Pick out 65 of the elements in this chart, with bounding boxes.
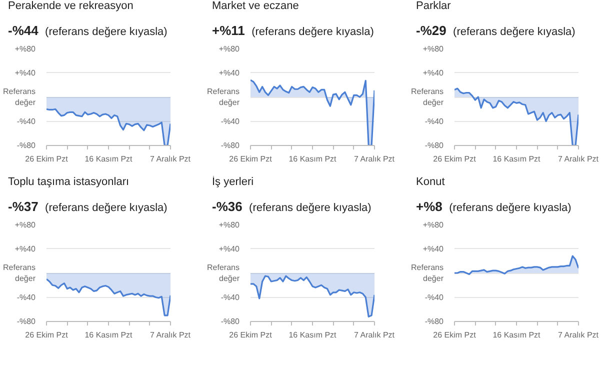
x-tick-label: 7 Aralık Pzt bbox=[558, 330, 600, 340]
chart-title: Market ve eczane bbox=[212, 0, 300, 13]
x-tick-label: 26 Ekim Pzt bbox=[229, 154, 273, 164]
x-tick-label: 16 Kasım Pzt bbox=[492, 330, 542, 340]
y-tick-label: -%80 bbox=[424, 141, 444, 150]
x-tick-label: 26 Ekim Pzt bbox=[229, 330, 273, 340]
x-tick-label: 7 Aralık Pzt bbox=[150, 154, 192, 164]
x-tick-label: 16 Kasım Pzt bbox=[492, 154, 542, 164]
y-tick-label: Referans değer bbox=[411, 87, 444, 107]
chart-subtitle: -%37 bbox=[8, 199, 38, 214]
y-tick-label: +%80 bbox=[14, 44, 36, 54]
y-tick-label: -%40 bbox=[220, 116, 240, 126]
y-tick-label: +%40 bbox=[422, 68, 444, 78]
text: (referans değere kıyasla) bbox=[45, 202, 168, 214]
chart-title: Perakende ve rekreasyon bbox=[8, 0, 134, 13]
y-tick-label: +%80 bbox=[422, 44, 444, 54]
y-tick-label: +%40 bbox=[218, 68, 240, 78]
chart-title: Toplu taşıma istasyonları bbox=[8, 176, 130, 189]
text: (referans değere kıyasla) bbox=[449, 202, 572, 214]
y-tick-label: +%80 bbox=[422, 220, 444, 230]
x-tick-label: 26 Ekim Pzt bbox=[433, 330, 477, 340]
x-tick-label: 7 Aralık Pzt bbox=[354, 154, 396, 164]
x-tick-label: 7 Aralık Pzt bbox=[558, 154, 600, 164]
chart-subtitle: +%8 bbox=[416, 199, 442, 214]
text: (referans değere kıyasla) bbox=[249, 202, 372, 214]
chart-title: Konut bbox=[416, 176, 446, 189]
x-tick-label: 16 Kasım Pzt bbox=[84, 154, 134, 164]
y-tick-label: +%40 bbox=[14, 244, 36, 254]
y-tick-label: Referans değer bbox=[207, 263, 240, 283]
y-tick-label: +%80 bbox=[218, 44, 240, 54]
x-tick-label: 26 Ekim Pzt bbox=[25, 154, 69, 164]
text: (referans değere kıyasla) bbox=[252, 26, 374, 38]
x-tick-label: 26 Ekim Pzt bbox=[25, 330, 69, 340]
x-tick-label: 7 Aralık Pzt bbox=[354, 330, 396, 340]
y-tick-label: -%40 bbox=[424, 116, 444, 126]
y-tick-label: Referans değer bbox=[207, 87, 240, 107]
y-tick-label: -%80 bbox=[220, 141, 240, 150]
y-tick-label: +%40 bbox=[218, 244, 240, 254]
x-tick-label: 7 Aralık Pzt bbox=[150, 330, 192, 340]
y-tick-label: Referans değer bbox=[411, 263, 444, 283]
chart-subtitle: -%44 bbox=[8, 23, 38, 38]
chart-title: Parklar bbox=[416, 0, 452, 13]
y-tick-label: +%80 bbox=[14, 220, 36, 230]
y-tick-label: +%40 bbox=[422, 244, 444, 254]
y-tick-label: Referans değer bbox=[3, 87, 36, 107]
y-tick-label: -%80 bbox=[16, 317, 36, 326]
y-tick-label: -%80 bbox=[16, 141, 36, 150]
y-tick-label: -%40 bbox=[16, 292, 36, 302]
y-tick-label: +%80 bbox=[218, 220, 240, 230]
chart-subtitle: -%29 bbox=[416, 23, 446, 38]
y-tick-label: -%80 bbox=[220, 317, 240, 326]
x-tick-label: 16 Kasım Pzt bbox=[84, 330, 134, 340]
x-tick-label: 26 Ekim Pzt bbox=[433, 154, 477, 164]
y-tick-label: -%80 bbox=[424, 317, 444, 326]
chart-subtitle: -%36 bbox=[212, 199, 242, 214]
x-tick-label: 16 Kasım Pzt bbox=[288, 330, 338, 340]
text: (referans değere kıyasla) bbox=[45, 26, 168, 38]
y-tick-label: -%40 bbox=[220, 292, 240, 302]
y-tick-label: +%40 bbox=[14, 68, 36, 78]
chart-subtitle: +%11 bbox=[212, 23, 245, 38]
y-tick-label: Referans değer bbox=[3, 263, 36, 283]
x-tick-label: 16 Kasım Pzt bbox=[288, 154, 338, 164]
y-tick-label: -%40 bbox=[424, 292, 444, 302]
text: (referans değere kıyasla) bbox=[453, 26, 576, 38]
y-tick-label: -%40 bbox=[16, 116, 36, 126]
